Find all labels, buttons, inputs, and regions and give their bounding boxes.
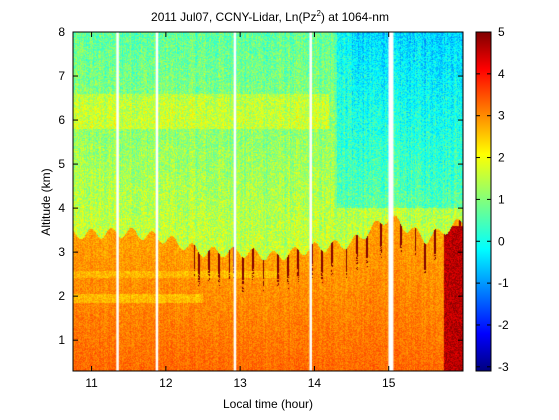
y-tick-label: 8 — [58, 25, 65, 39]
x-tick-label: 13 — [233, 376, 247, 390]
colorbar: 5 4 3 2 1 0 -1 -2 -3 — [475, 25, 509, 374]
y-tick-label: 2 — [58, 289, 65, 303]
colorbar-ticks: 5 4 3 2 1 0 -1 -2 -3 — [476, 25, 509, 374]
y-tick-label: 7 — [58, 69, 65, 83]
chart-title: 2011 Jul07, CCNY-Lidar, Ln(Pz2) at 1064-… — [151, 9, 389, 24]
y-tick-label: 6 — [58, 113, 65, 127]
x-tick-label: 12 — [159, 376, 173, 390]
chart-title-superscript: 2 — [316, 9, 321, 18]
colorbar-tick-label: 0 — [498, 234, 505, 248]
colorbar-frame — [475, 31, 492, 372]
colorbar-tick-label: 1 — [498, 192, 505, 206]
x-tick-label: 15 — [382, 376, 396, 390]
colorbar-tick-label: 2 — [498, 151, 505, 165]
y-tick-label: 3 — [58, 245, 65, 259]
colorbar-tick-label: 5 — [498, 25, 505, 39]
x-tick-label: 14 — [308, 376, 322, 390]
colorbar-tick-label: -3 — [498, 360, 509, 374]
y-axis: 1 2 3 4 5 6 7 8 — [58, 25, 463, 347]
x-axis-label: Local time (hour) — [223, 397, 313, 411]
y-tick-label: 1 — [58, 333, 65, 347]
colorbar-tick-label: 4 — [498, 67, 505, 81]
colorbar-tick-label: -1 — [498, 276, 509, 290]
heatmap-plot-area — [72, 31, 464, 372]
colorbar-tick-label: 3 — [498, 109, 505, 123]
colorbar-tick-label: -2 — [498, 318, 509, 332]
x-tick-label: 11 — [85, 376, 98, 390]
lidar-backscatter-heatmap — [73, 32, 463, 371]
colorbar-gradient — [476, 32, 491, 371]
plot-frame — [72, 31, 464, 372]
y-tick-label: 4 — [58, 201, 65, 215]
y-tick-label: 5 — [58, 157, 65, 171]
x-axis: 11 12 13 14 15 — [85, 32, 396, 390]
y-axis-label: Altitude (km) — [39, 168, 53, 235]
